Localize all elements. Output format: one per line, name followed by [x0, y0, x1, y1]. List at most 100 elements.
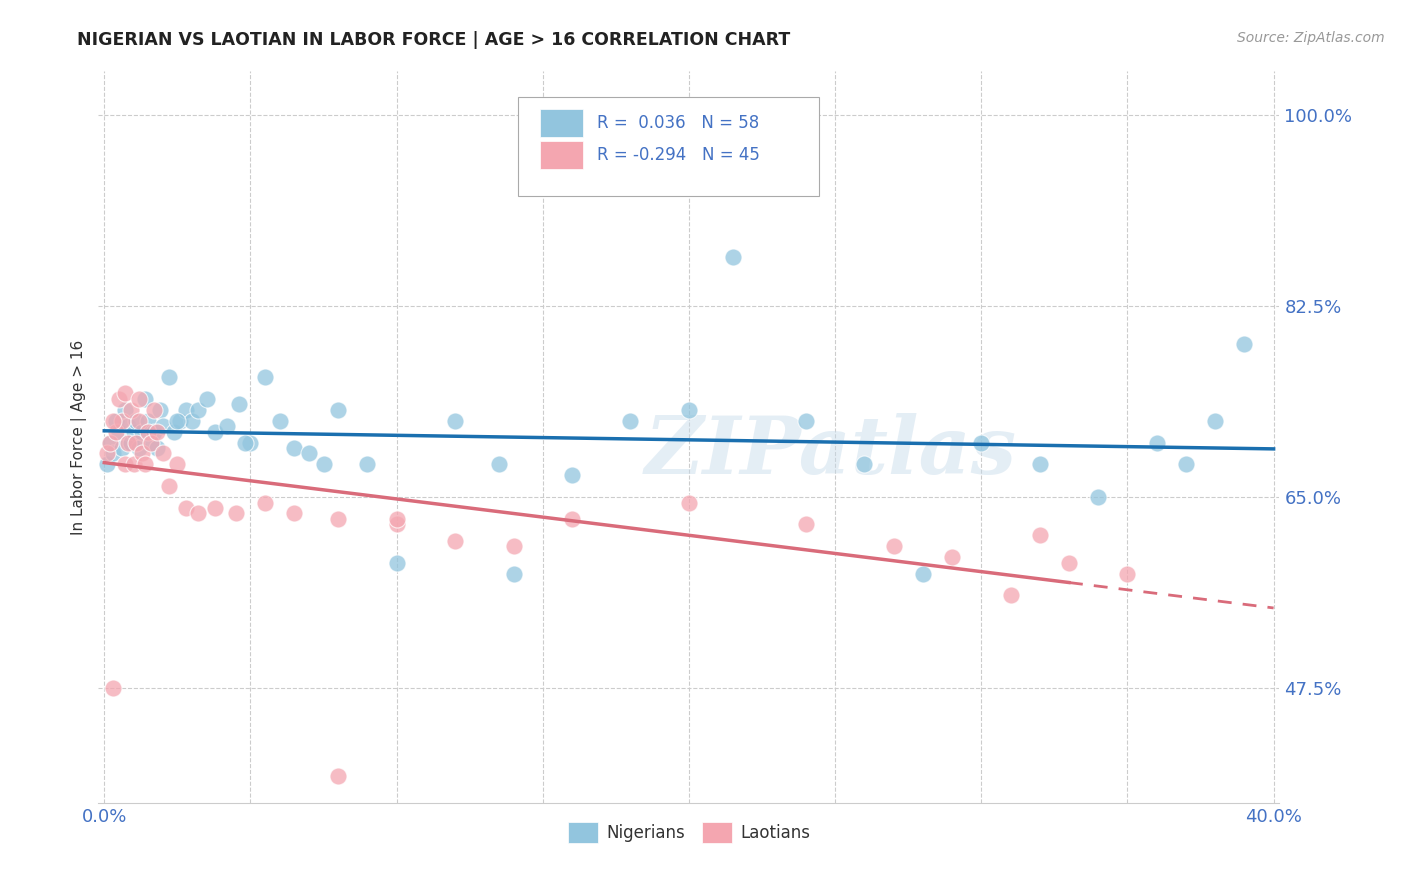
- Point: [721, 250, 744, 264]
- Point: [1204, 414, 1226, 428]
- Point: [1087, 490, 1109, 504]
- Text: ZIPatlas: ZIPatlas: [644, 413, 1017, 491]
- Point: [488, 458, 510, 472]
- Point: [152, 419, 174, 434]
- Point: [312, 458, 335, 472]
- Point: [98, 435, 121, 450]
- Point: [502, 539, 524, 553]
- Point: [269, 414, 291, 428]
- Point: [561, 468, 583, 483]
- Point: [120, 402, 142, 417]
- Point: [114, 402, 136, 417]
- Point: [1000, 588, 1022, 602]
- Point: [283, 507, 305, 521]
- Point: [146, 441, 169, 455]
- Point: [174, 501, 197, 516]
- Text: Source: ZipAtlas.com: Source: ZipAtlas.com: [1237, 31, 1385, 45]
- Point: [134, 458, 156, 472]
- Point: [136, 414, 159, 428]
- Point: [143, 402, 166, 417]
- Point: [794, 414, 817, 428]
- Point: [385, 512, 408, 526]
- Point: [444, 414, 467, 428]
- Point: [101, 414, 124, 428]
- Point: [215, 419, 238, 434]
- Point: [1029, 528, 1052, 542]
- Point: [117, 419, 139, 434]
- Point: [444, 533, 467, 548]
- Point: [104, 414, 127, 428]
- Point: [163, 425, 186, 439]
- Point: [225, 507, 247, 521]
- Point: [96, 458, 118, 472]
- Point: [970, 435, 993, 450]
- Text: NIGERIAN VS LAOTIAN IN LABOR FORCE | AGE > 16 CORRELATION CHART: NIGERIAN VS LAOTIAN IN LABOR FORCE | AGE…: [77, 31, 790, 49]
- Point: [108, 392, 131, 406]
- Point: [131, 425, 153, 439]
- Point: [283, 441, 305, 455]
- Point: [187, 402, 209, 417]
- Point: [883, 539, 905, 553]
- Point: [204, 501, 226, 516]
- Point: [122, 425, 145, 439]
- Point: [853, 458, 876, 472]
- Point: [146, 425, 169, 439]
- Point: [678, 402, 700, 417]
- Point: [122, 458, 145, 472]
- Point: [166, 458, 188, 472]
- Point: [108, 425, 131, 439]
- Point: [139, 435, 162, 450]
- Point: [181, 414, 204, 428]
- Point: [326, 402, 349, 417]
- Text: R = -0.294   N = 45: R = -0.294 N = 45: [596, 145, 759, 164]
- Point: [114, 386, 136, 401]
- Point: [166, 414, 188, 428]
- FancyBboxPatch shape: [540, 141, 582, 169]
- Point: [125, 435, 148, 450]
- Point: [1057, 556, 1080, 570]
- Point: [254, 370, 277, 384]
- Point: [619, 414, 641, 428]
- Point: [134, 392, 156, 406]
- Point: [169, 414, 191, 428]
- Point: [187, 507, 209, 521]
- Point: [136, 425, 159, 439]
- Point: [1233, 337, 1256, 351]
- Point: [1029, 458, 1052, 472]
- Point: [143, 425, 166, 439]
- Point: [941, 550, 963, 565]
- Point: [561, 512, 583, 526]
- Point: [157, 479, 180, 493]
- Point: [104, 425, 127, 439]
- Point: [117, 435, 139, 450]
- Point: [794, 517, 817, 532]
- Point: [157, 370, 180, 384]
- Point: [125, 414, 148, 428]
- Point: [96, 446, 118, 460]
- Legend: Nigerians, Laotians: Nigerians, Laotians: [561, 815, 817, 849]
- Point: [149, 402, 172, 417]
- Point: [111, 414, 134, 428]
- Point: [911, 566, 934, 581]
- FancyBboxPatch shape: [540, 110, 582, 137]
- Point: [152, 446, 174, 460]
- FancyBboxPatch shape: [517, 97, 818, 195]
- Text: R =  0.036   N = 58: R = 0.036 N = 58: [596, 114, 759, 132]
- Point: [385, 556, 408, 570]
- Point: [128, 441, 150, 455]
- Point: [385, 517, 408, 532]
- Point: [298, 446, 321, 460]
- Point: [502, 566, 524, 581]
- Point: [678, 495, 700, 509]
- Point: [131, 446, 153, 460]
- Point: [195, 392, 218, 406]
- Point: [114, 458, 136, 472]
- Point: [139, 435, 162, 450]
- Point: [174, 402, 197, 417]
- Point: [1116, 566, 1139, 581]
- Point: [326, 512, 349, 526]
- Point: [101, 681, 124, 695]
- Point: [98, 435, 121, 450]
- Point: [128, 392, 150, 406]
- Point: [254, 495, 277, 509]
